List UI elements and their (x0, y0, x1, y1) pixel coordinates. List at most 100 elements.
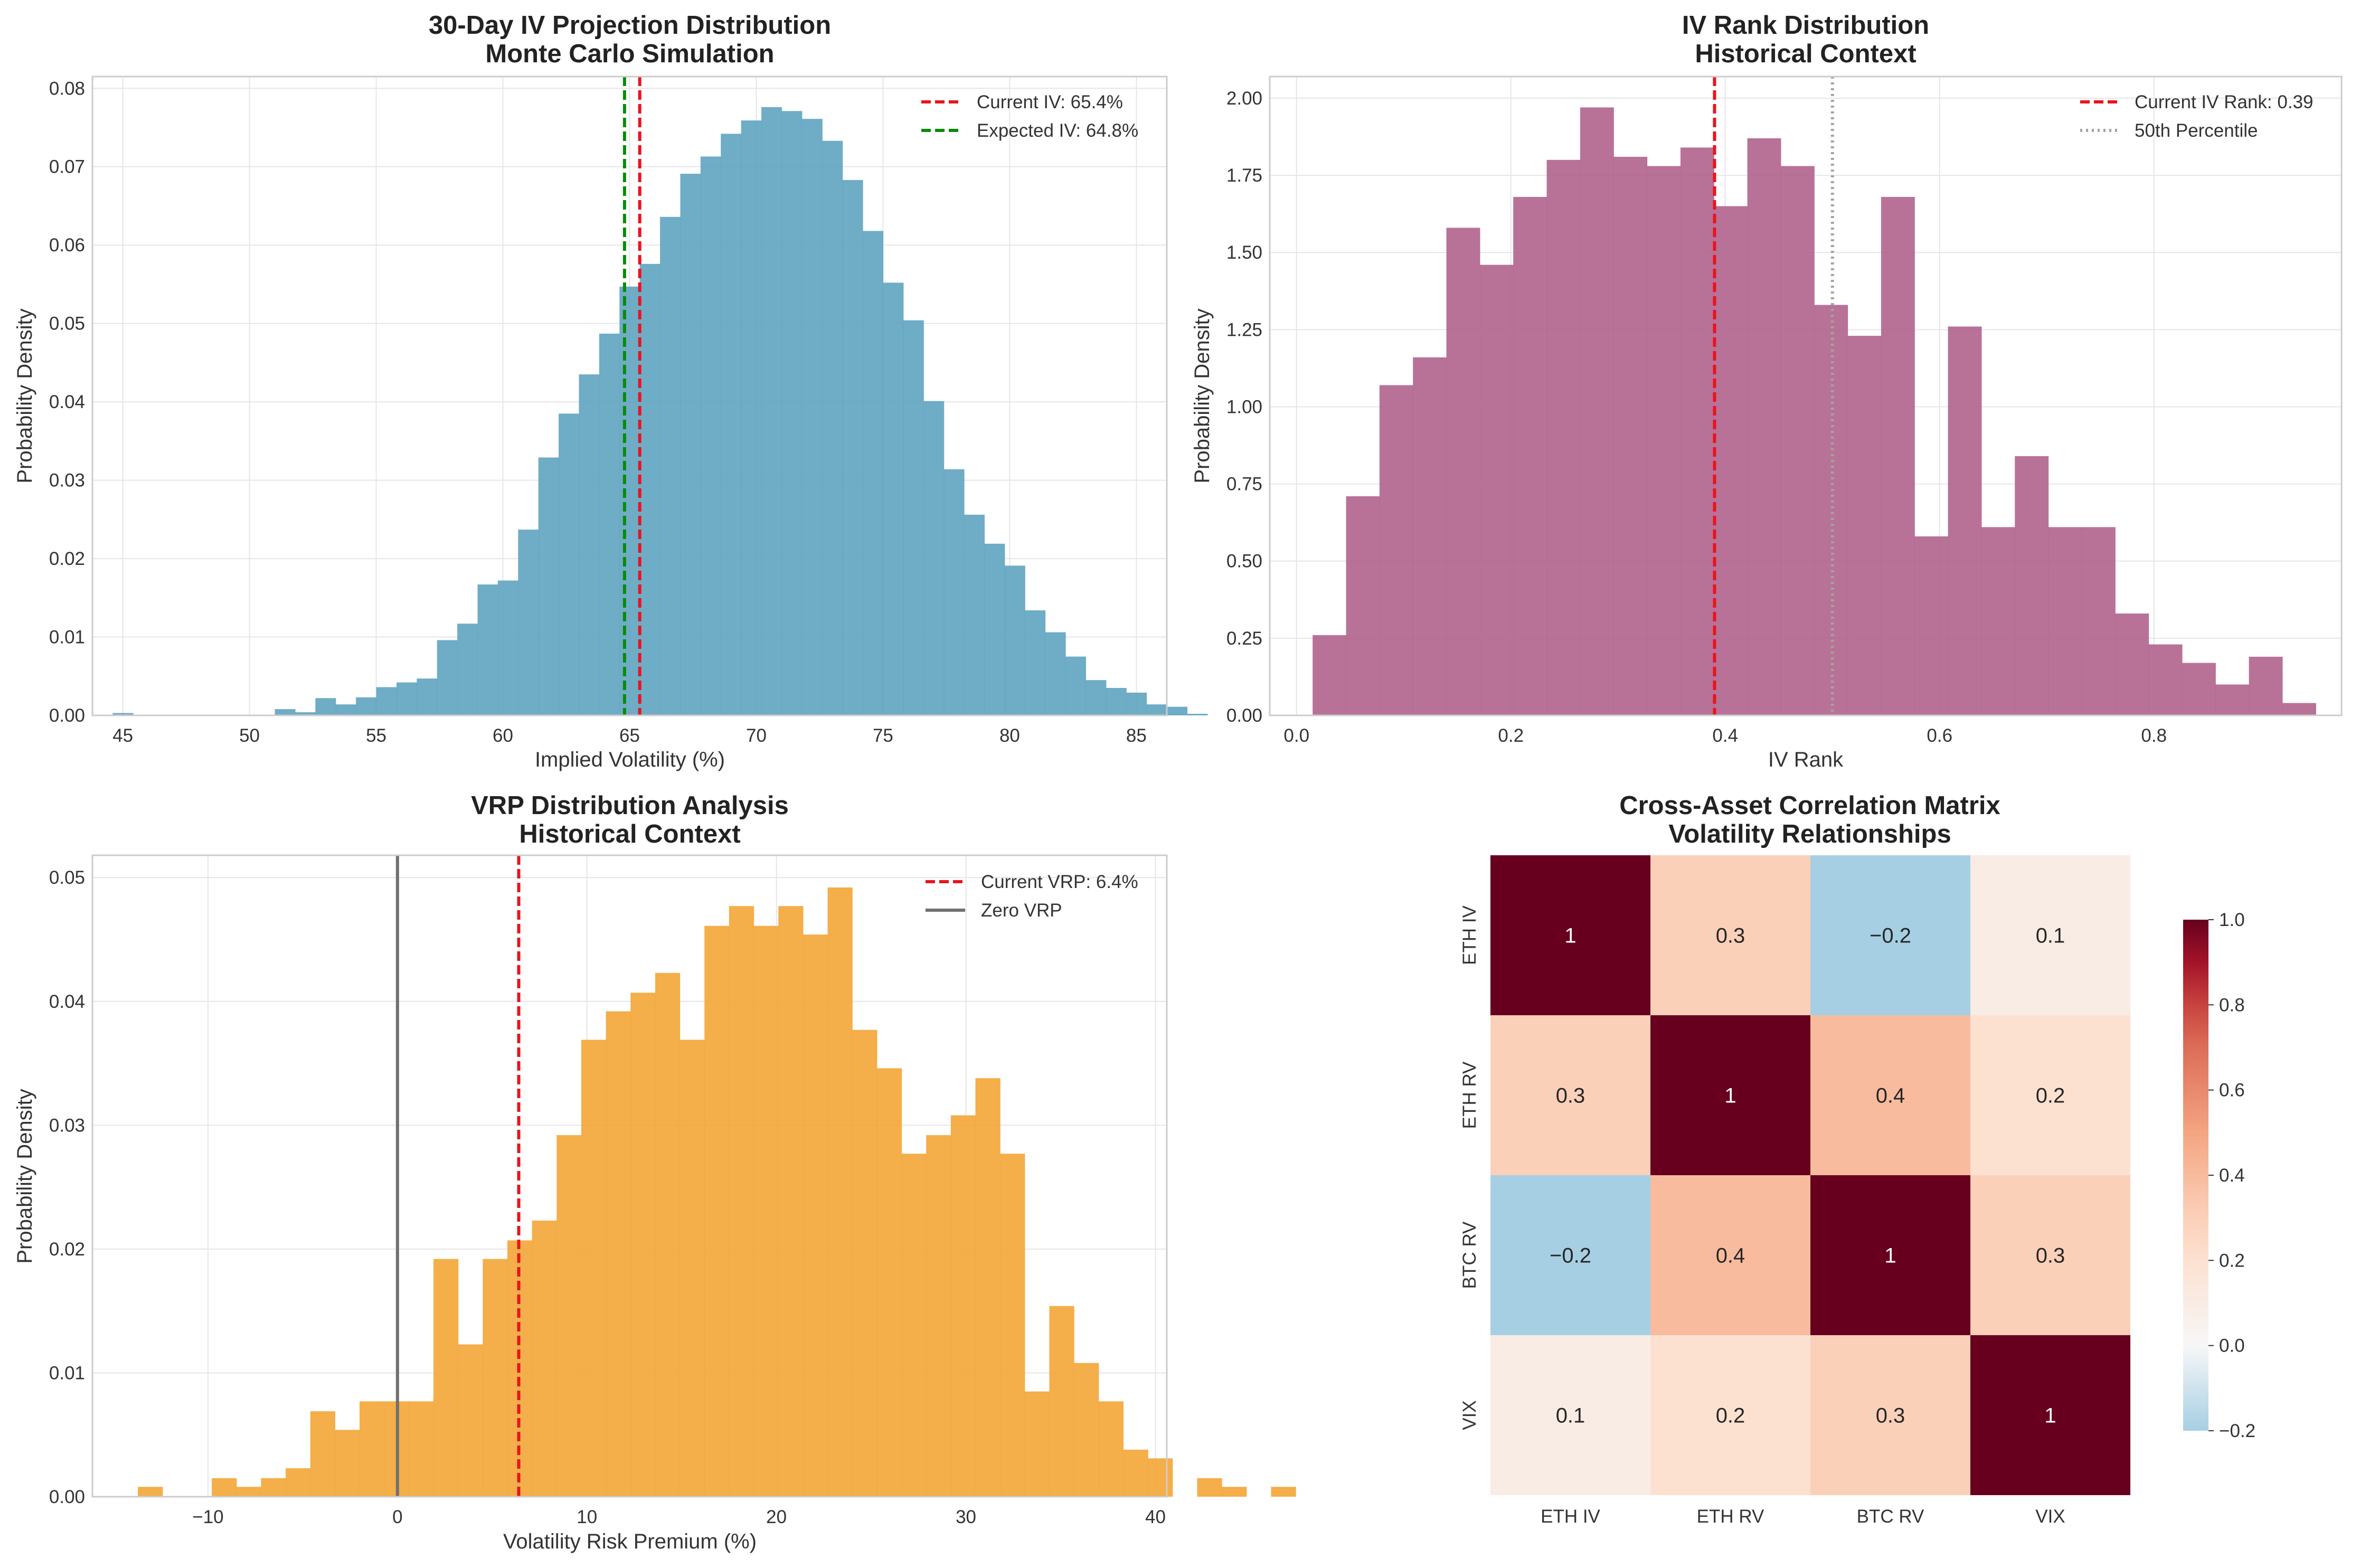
histogram-bar (1045, 632, 1066, 715)
histogram-bar (2015, 456, 2049, 715)
histogram-bars (112, 107, 1370, 716)
colorbar-tick-label: 0.2 (2219, 1250, 2245, 1271)
histogram-bar (417, 678, 438, 715)
histogram-bar (112, 713, 134, 715)
histogram-bar (335, 1430, 360, 1497)
x-tick-label: 75 (873, 725, 893, 746)
histogram-bar (1098, 1401, 1124, 1497)
x-tick-label: 0.0 (1283, 725, 1309, 746)
panel-iv-projection: 30-Day IV Projection Distribution Monte … (13, 11, 1370, 771)
histogram-bar (863, 231, 884, 715)
x-tick-label: 45 (112, 725, 133, 746)
heatmap-cell (1490, 855, 1650, 1015)
histogram-bar (483, 1259, 508, 1497)
histogram-bar (376, 687, 397, 715)
histogram-bar (1714, 206, 1748, 716)
histogram-bar (581, 1040, 607, 1497)
histogram-bar (704, 925, 730, 1497)
histogram-bar (1647, 166, 1681, 716)
histogram-bar (1680, 147, 1714, 715)
x-tick-label: 0.2 (1498, 725, 1524, 746)
heatmap-cell (1970, 1335, 2130, 1495)
heatmap-cell-value: 0.4 (1716, 1244, 1745, 1268)
histogram-bar (1313, 635, 1347, 715)
heatmap-cell-value: 0.1 (1556, 1404, 1585, 1428)
histogram-bar (1413, 357, 1447, 715)
colorbar-tick-label: −0.2 (2219, 1421, 2255, 1441)
y-tick-label: 0.00 (49, 705, 85, 726)
histogram-bar (803, 934, 828, 1497)
y-tick-label: 0.08 (49, 78, 85, 99)
histogram-bar (852, 1029, 877, 1497)
histogram-bar (599, 333, 620, 715)
histogram-bar (286, 1468, 311, 1497)
histogram-bar (457, 624, 478, 715)
x-tick-labels: −10 0 10 20 30 40 (192, 1507, 1166, 1527)
panel-subtitle: Historical Context (519, 820, 740, 848)
heatmap-row-labels: ETH IV ETH RV BTC RV VIX (1459, 905, 1480, 1430)
heatmap-col-label: ETH RV (1697, 1506, 1764, 1527)
x-tick-label: 0.8 (2141, 725, 2167, 746)
histogram-bar (1146, 704, 1167, 715)
panel-title: 30-Day IV Projection Distribution (429, 11, 831, 40)
panel-subtitle: Volatility Relationships (1668, 820, 1951, 848)
heatmap-cell (1810, 1175, 1970, 1335)
y-tick-label: 0.05 (49, 867, 85, 888)
histogram-bar (1948, 326, 1982, 715)
histogram-bars (1313, 107, 2316, 716)
heatmap-col-label: ETH IV (1541, 1506, 1600, 1527)
histogram-bar (315, 698, 336, 715)
histogram-bar (2115, 613, 2149, 715)
histogram-bar (781, 111, 803, 715)
x-tick-label: 65 (619, 725, 640, 746)
histogram-bar (606, 1011, 631, 1497)
heatmap-cell (1490, 1015, 1650, 1175)
histogram-bar (1881, 196, 1915, 715)
heatmap-cell-value: 0.2 (1716, 1404, 1745, 1428)
y-tick-label: 0.00 (49, 1487, 85, 1507)
histogram-bar (1106, 688, 1127, 715)
heatmap-cell-value: −0.2 (1870, 924, 1911, 948)
y-tick-label: 0.75 (1226, 474, 1262, 495)
legend-label-50th-percentile: 50th Percentile (2135, 120, 2258, 141)
histogram-bar (778, 906, 804, 1497)
panel-title: VRP Distribution Analysis (471, 791, 789, 820)
colorbar-tick-label: 0.8 (2219, 995, 2245, 1015)
histogram-bar (943, 469, 965, 715)
legend-label-zero-vrp: Zero VRP (981, 900, 1062, 921)
heatmap-cell-value: 0.3 (1716, 924, 1745, 948)
heatmap-cell (1650, 1015, 1810, 1175)
x-axis-label: Implied Volatility (%) (535, 748, 725, 771)
histogram-bar (1271, 1487, 1296, 1497)
histogram-bar (295, 712, 316, 715)
histogram-bar (2249, 656, 2283, 715)
histogram-bar (1167, 706, 1187, 715)
histogram-bar (433, 1259, 459, 1497)
histogram-bar (901, 1154, 927, 1497)
panel-subtitle: Historical Context (1695, 40, 1916, 68)
x-tick-label: 50 (239, 725, 260, 746)
histogram-bar (827, 887, 853, 1497)
reference-lines (1713, 77, 1834, 715)
histogram-bar (1446, 228, 1480, 715)
histogram-bar (1914, 536, 1949, 715)
heatmap-cell (1810, 1015, 1970, 1175)
histogram-bar (842, 180, 863, 715)
heatmap-cell-value: 0.3 (1556, 1084, 1585, 1108)
histogram-bar (660, 216, 681, 715)
histogram-bar (1074, 1363, 1099, 1497)
heatmap-cell (1650, 855, 1810, 1015)
histogram-bar (2148, 644, 2183, 715)
heatmap-row-label: BTC RV (1459, 1221, 1480, 1289)
histogram-bar (409, 1401, 434, 1497)
histogram-bar (477, 584, 498, 715)
heatmap-cell (1970, 1175, 2130, 1335)
y-tick-label: 0.25 (1226, 628, 1262, 649)
histogram-bar (761, 107, 782, 715)
histogram-bar (680, 174, 701, 715)
histogram-bar (975, 1078, 1000, 1497)
histogram-bar (741, 120, 762, 715)
histogram-bar (619, 286, 640, 715)
x-tick-label: 0.6 (1927, 725, 1952, 746)
x-tick-label: 80 (999, 725, 1020, 746)
